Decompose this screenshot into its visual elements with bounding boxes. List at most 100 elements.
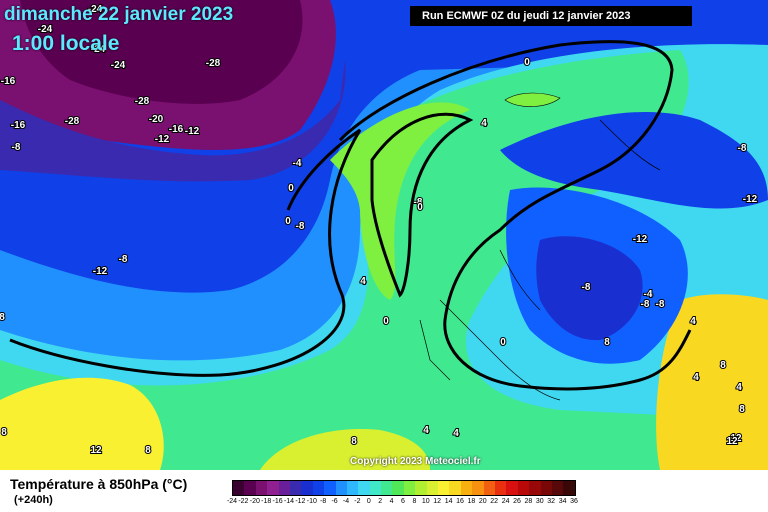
scale-swatch <box>381 481 393 495</box>
scale-swatch <box>472 481 484 495</box>
isotherm-label: -28 <box>65 116 80 127</box>
scale-tick-label: 14 <box>444 498 453 505</box>
copyright-text: Copyright 2023 Meteociel.fr <box>350 456 481 467</box>
isotherm-label: 4 <box>736 382 742 393</box>
coastline-iceland <box>504 92 561 107</box>
isotherm-label: -12 <box>155 134 170 145</box>
isotherm-label: 12 <box>726 436 738 447</box>
scale-swatch <box>244 481 256 495</box>
scale-swatch <box>255 481 268 495</box>
scale-swatch <box>301 481 313 495</box>
scale-swatch <box>529 481 541 495</box>
scale-swatch <box>483 481 495 495</box>
isotherm-label: 0 <box>285 216 291 227</box>
cold-core-europe-inner <box>536 236 643 341</box>
scale-swatch <box>278 481 290 495</box>
scale-swatch <box>460 481 473 495</box>
scale-swatch <box>415 481 427 495</box>
isotherm-label: -8 <box>582 282 591 293</box>
scale-tick-label: -6 <box>331 498 338 505</box>
isotherm-label: -16 <box>169 124 184 135</box>
isotherm-label: -8 <box>656 299 665 310</box>
isotherm-label: 4 <box>690 316 696 327</box>
isotherm-label: 8 <box>720 360 726 371</box>
scale-tick-label: 28 <box>524 498 533 505</box>
scale-swatch <box>494 481 507 495</box>
scale-swatch <box>540 481 552 495</box>
isotherm-label: -8 <box>641 299 650 310</box>
scale-swatch <box>358 481 370 495</box>
scale-swatch <box>449 481 461 495</box>
isotherm-label: 8 <box>0 312 5 323</box>
scale-swatch <box>267 481 279 495</box>
isotherm-label: 12 <box>730 433 742 444</box>
parameter-title: Température à 850hPa (°C) <box>10 476 188 492</box>
scale-tick-label: 4 <box>389 498 394 505</box>
scale-tick-label: 24 <box>501 498 510 505</box>
scale-tick-label: -12 <box>295 498 306 505</box>
isotherm-label: 12 <box>90 445 102 456</box>
isotherm-label: -8 <box>738 143 747 154</box>
isotherm-label: 0 <box>288 183 294 194</box>
isotherm-label: 0 <box>500 337 506 348</box>
scale-swatch <box>233 481 245 495</box>
scale-tick-label: 0 <box>366 498 371 505</box>
scale-tick-label: -18 <box>261 498 272 505</box>
scale-tick-label: 20 <box>478 498 487 505</box>
isotherm-label: 8 <box>604 337 610 348</box>
color-scale <box>232 480 576 496</box>
scale-tick-label: 34 <box>558 498 567 505</box>
lead-time: (+240h) <box>14 494 53 506</box>
scale-tick-label: 2 <box>378 498 383 505</box>
scale-swatch <box>346 481 359 495</box>
scale-tick-label: -20 <box>249 498 260 505</box>
run-info: Run ECMWF 0Z du jeudi 12 janvier 2023 <box>410 6 692 26</box>
isotherm-label: 4 <box>693 372 699 383</box>
scale-tick-label: -24 <box>226 498 238 505</box>
isotherm-label: -24 <box>88 4 103 15</box>
isotherm-label: -24 <box>111 60 126 71</box>
color-scale-labels: -24 -22 -20 -18 -16 -14 -12 -10 -8 -6 -4 -2 0 2 4 6 8 10 1… <box>227 498 702 508</box>
isotherm-label: -8 <box>119 254 128 265</box>
isotherm-label: -4 <box>644 289 653 300</box>
scale-swatch <box>369 481 382 495</box>
scale-tick-label: 32 <box>547 498 556 505</box>
isotherm-label: -16 <box>11 120 26 131</box>
scale-tick-label: 12 <box>433 498 442 505</box>
isotherm-label: 8 <box>145 445 151 456</box>
warm-yellow-southwest <box>0 377 164 470</box>
isotherm-label: -16 <box>1 76 16 87</box>
contour-labels: -24-24-24-28-24-16-16 -28-28-20-16 -12-12-… <box>0 3 759 457</box>
scale-tick-label: 36 <box>570 498 578 505</box>
isotherm-label: 0 <box>383 316 389 327</box>
scale-swatch <box>403 481 416 495</box>
isotherm-label: 4 <box>453 428 459 439</box>
isotherm-label: -28 <box>135 96 150 107</box>
cold-core-deep <box>20 0 303 104</box>
zero-isotherm-uk <box>370 112 474 298</box>
scale-swatch <box>563 481 575 495</box>
scale-tick-label: -14 <box>283 498 295 505</box>
scale-swatch <box>289 481 302 495</box>
scale-swatch <box>312 481 325 495</box>
isotherm-label: -8 <box>414 197 423 208</box>
legend-footer: Température à 850hPa (°C) (+240h) -24 -22… <box>0 470 768 512</box>
scale-swatch <box>517 481 530 495</box>
scale-tick-label: 6 <box>401 498 405 505</box>
coastline-europe <box>419 119 661 401</box>
forecast-date: dimanche 22 janvier 2023 <box>4 4 234 25</box>
isotherm-label: 8 <box>739 404 745 415</box>
cold-fringe <box>0 60 346 182</box>
scale-tick-label: -22 <box>238 498 249 505</box>
isotherm-label: -12 <box>93 266 108 277</box>
isotherm-label: -28 <box>206 58 221 69</box>
isotherm-label: -8 <box>296 221 305 232</box>
scale-swatch <box>426 481 439 495</box>
warm-yellow-east <box>656 294 768 470</box>
zero-isotherm-atlantic <box>9 128 362 377</box>
scale-swatch <box>335 481 347 495</box>
isotherm-label: -24 <box>91 44 106 55</box>
scale-swatch <box>392 481 404 495</box>
isotherm-label: -24 <box>38 24 53 35</box>
